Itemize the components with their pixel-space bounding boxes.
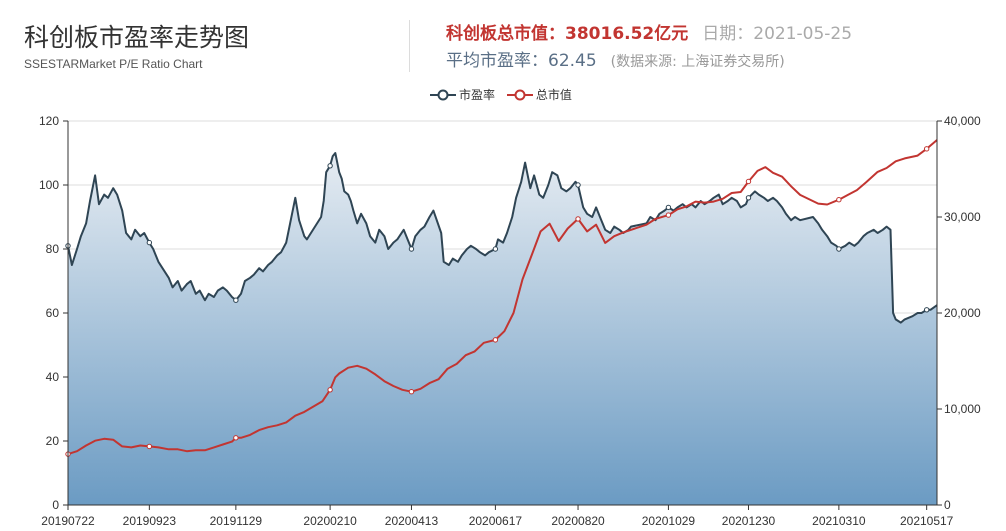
market-cap-value: 38016.52亿元 <box>565 24 689 44</box>
pe-point-marker <box>492 246 499 252</box>
market-cap-point-marker <box>492 337 499 343</box>
data-source: (数据来源: 上海证券交易所) <box>610 54 785 70</box>
pe-area-layer <box>68 153 937 505</box>
pe-point-marker <box>146 239 153 246</box>
x-tick-label: 20210310 <box>812 514 866 528</box>
info-row-market-cap: 科创板总市值：38016.52亿元 日期：2021-05-25 <box>446 19 852 44</box>
y-left-tick-label: 40 <box>46 370 60 384</box>
tick-labels: 0 20 40 60 80 100 120 0 10,000 20,000 30,000 40,000… <box>39 114 981 528</box>
legend-mcap-label: 总市值 <box>535 88 572 102</box>
y-right-tick-label: 10,000 <box>944 402 981 416</box>
pe-point-marker <box>408 246 415 252</box>
pe-point-marker <box>745 195 752 201</box>
y-left-tick-label: 100 <box>39 178 59 192</box>
chart-title: 科创板市盈率走势图 <box>24 23 250 52</box>
x-tick-label: 20191129 <box>210 514 263 528</box>
market-cap-label: 科创板总市值： <box>446 24 565 44</box>
chart-subtitle: SSESTARMarket P/E Ratio Chart <box>24 57 203 71</box>
y-left-tick-label: 20 <box>46 434 60 448</box>
x-tick-label: 20200210 <box>303 514 357 528</box>
pe-point-marker <box>327 163 333 169</box>
market-cap-point-marker <box>233 435 239 441</box>
y-right-tick-label: 0 <box>944 498 951 512</box>
x-tick-label: 20210517 <box>900 514 954 528</box>
pe-point-marker <box>233 297 239 303</box>
market-cap-point-marker <box>408 389 415 395</box>
pe-point-marker <box>575 182 581 188</box>
header-divider <box>409 20 410 72</box>
market-cap-point-marker <box>575 216 581 222</box>
legend-item-mcap[interactable]: 总市值 <box>506 86 572 103</box>
chart-legend: 市盈率 总市值 <box>430 86 580 104</box>
pe-point-marker <box>923 307 930 313</box>
x-tick-label: 20201230 <box>722 514 776 528</box>
pe-series-line <box>67 152 938 324</box>
market-cap-series-line <box>67 139 938 456</box>
x-tick-label: 20190923 <box>123 514 177 528</box>
market-cap-point-marker <box>745 178 752 185</box>
y-left-tick-label: 120 <box>39 114 59 128</box>
legend-pe-line-icon <box>430 89 456 100</box>
legend-pe-label: 市盈率 <box>459 88 496 102</box>
pe-area-fill <box>68 153 937 505</box>
avg-pe-label: 平均市盈率： <box>446 51 548 71</box>
info-row-avg-pe: 平均市盈率：62.45 (数据来源: 上海证券交易所) <box>446 46 785 71</box>
x-tick-label: 20200820 <box>551 514 605 528</box>
y-right-tick-label: 30,000 <box>944 210 981 224</box>
y-right-tick-label: 20,000 <box>944 306 981 320</box>
axes <box>63 120 942 510</box>
pe-point-marker <box>836 246 842 252</box>
y-left-tick-label: 80 <box>46 242 60 256</box>
y-left-tick-label: 60 <box>46 306 60 320</box>
x-tick-label: 20190722 <box>41 514 95 528</box>
pe-point-marker <box>665 204 672 211</box>
series-lines <box>65 139 938 457</box>
market-cap-point-marker <box>836 197 842 203</box>
market-cap-point-marker <box>923 146 930 152</box>
market-cap-point-marker <box>327 387 333 393</box>
legend-mcap-line-icon <box>506 89 533 100</box>
y-right-tick-label: 40,000 <box>944 114 981 128</box>
x-tick-label: 20200413 <box>385 514 439 528</box>
legend-item-pe[interactable]: 市盈率 <box>430 86 495 103</box>
market-cap-point-marker <box>146 443 153 450</box>
date-value: 2021-05-25 <box>753 24 853 44</box>
x-tick-label: 20201029 <box>642 514 696 528</box>
date-label: 日期： <box>702 24 754 44</box>
y-left-tick-label: 0 <box>52 498 59 512</box>
market-cap-point-marker <box>665 212 672 218</box>
x-tick-label: 20200617 <box>469 514 523 528</box>
avg-pe-value: 62.45 <box>548 51 597 71</box>
